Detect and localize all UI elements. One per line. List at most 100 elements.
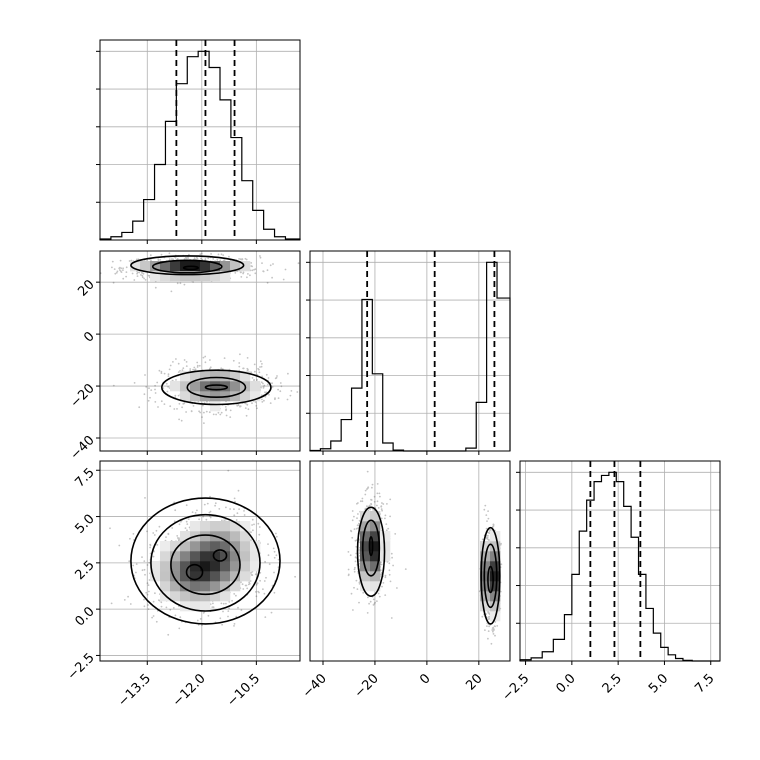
scatter-point [354, 566, 356, 569]
scatter-point [389, 515, 391, 518]
scatter-point [259, 255, 261, 257]
scatter-point [267, 377, 270, 379]
scatter-point [110, 602, 113, 605]
contour-line [480, 526, 501, 625]
scatter-point [252, 529, 254, 532]
scatter-point [247, 273, 249, 275]
density-cell [190, 571, 201, 582]
scatter-point [353, 586, 355, 589]
scatter-point [180, 520, 182, 523]
scatter-point [178, 402, 181, 405]
scatter-point [185, 520, 188, 523]
scatter-point [247, 408, 250, 411]
scatter-point [251, 377, 254, 379]
density-cell [220, 591, 231, 602]
scatter-point [187, 257, 190, 259]
scatter-point [270, 611, 273, 614]
scatter-point [113, 268, 116, 270]
scatter-point [357, 502, 359, 504]
scatter-point [173, 520, 176, 523]
scatter-point [253, 523, 255, 526]
contour-line [483, 543, 498, 609]
histogram-bars [309, 261, 511, 452]
contour-line [185, 563, 204, 581]
contour-line [368, 536, 374, 557]
scatter-point [279, 382, 282, 384]
scatter-point [149, 544, 152, 547]
scatter-point [185, 361, 188, 363]
y-tick-label: 0.0 [72, 604, 97, 629]
scatter-point [227, 610, 230, 612]
scatter-point [160, 601, 163, 604]
scatter-point [246, 276, 248, 279]
scatter-point [373, 495, 376, 498]
density-cell [360, 581, 371, 592]
density-cell [230, 521, 241, 532]
scatter-point [112, 384, 115, 387]
scatter-point [147, 608, 150, 610]
scatter-point [257, 522, 260, 525]
scatter-point [254, 272, 257, 275]
scatter-point [261, 398, 263, 401]
scatter-point [214, 502, 217, 505]
scatter-point [177, 537, 180, 540]
scatter-point [190, 410, 193, 412]
scatter-point [239, 258, 242, 261]
scatter-point [119, 266, 121, 269]
density-cell [370, 551, 381, 562]
scatter-point [140, 271, 143, 274]
scatter-point [214, 504, 217, 507]
scatter-point [273, 571, 275, 574]
scatter-point [390, 617, 393, 619]
scatter-point [144, 279, 147, 281]
scatter-point [174, 394, 177, 397]
scatter-point [373, 500, 376, 503]
scatter-point [154, 388, 156, 391]
scatter-point [178, 418, 181, 421]
scatter-point [237, 606, 239, 609]
scatter-point [192, 405, 195, 407]
scatter-point [165, 536, 167, 538]
scatter-point [237, 404, 240, 407]
scatter-point [160, 253, 163, 256]
density-cell [370, 511, 381, 522]
scatter-point [253, 363, 256, 366]
scatter-point [133, 382, 136, 384]
density-cell [250, 381, 261, 392]
scatter-point [368, 504, 371, 507]
scatter-point [264, 395, 267, 398]
density-cell [490, 581, 501, 592]
contour-line [130, 255, 245, 276]
scatter-point [487, 517, 490, 520]
scatter-point [143, 560, 146, 562]
scatter-point [386, 503, 388, 505]
scatter-point [353, 570, 356, 573]
density-cell [190, 551, 201, 562]
scatter-point [227, 469, 230, 472]
scatter-point [250, 574, 253, 576]
density-cell [220, 531, 231, 542]
scatter-point [347, 574, 350, 577]
density-cell [250, 391, 261, 402]
scatter-point [196, 366, 199, 368]
scatter-point [490, 642, 493, 645]
scatter-point [260, 381, 263, 384]
scatter-point [277, 558, 280, 561]
scatter-point [179, 282, 182, 285]
density-cell [230, 371, 241, 382]
scatter-point [177, 371, 180, 373]
scatter-point [160, 605, 163, 608]
scatter-point [264, 616, 267, 618]
density-cell [200, 531, 211, 542]
scatter-point [367, 509, 370, 512]
density-cell [210, 551, 221, 562]
scatter-point [268, 393, 270, 396]
x-tick-label: −10.5 [224, 671, 263, 710]
scatter-point [356, 502, 358, 505]
scatter-point [219, 413, 222, 416]
scatter-point [221, 623, 224, 626]
scatter-point [364, 507, 367, 510]
scatter-point [275, 532, 277, 535]
scatter-point [494, 625, 496, 628]
density-cell [190, 541, 201, 552]
